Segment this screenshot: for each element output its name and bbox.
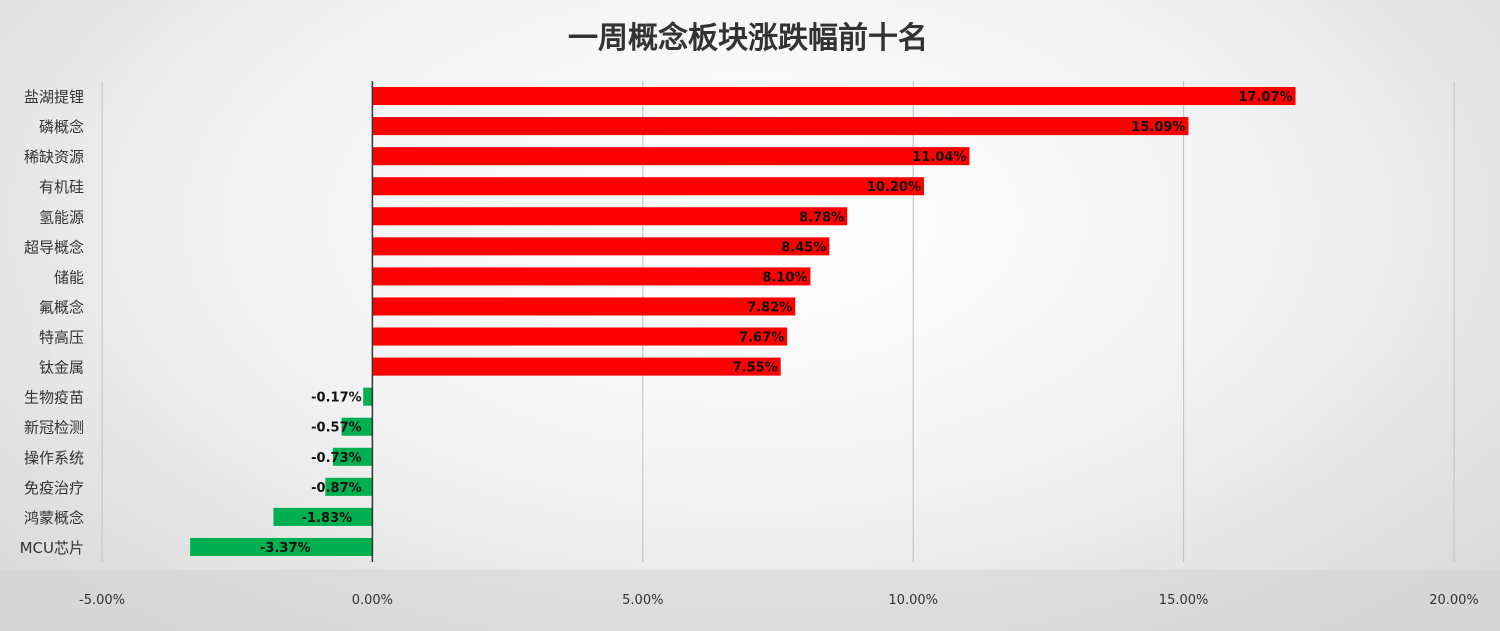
bar bbox=[325, 477, 373, 496]
data-label: 10.20% bbox=[867, 180, 921, 195]
category-label: 鸿蒙概念 bbox=[24, 509, 84, 527]
bar bbox=[332, 447, 373, 466]
data-label: 8.78% bbox=[799, 210, 844, 225]
data-label: -0.57% bbox=[311, 421, 362, 436]
bar bbox=[372, 207, 848, 226]
x-axis-band bbox=[0, 570, 1500, 631]
bar bbox=[372, 297, 796, 316]
category-label: 磷概念 bbox=[39, 118, 84, 136]
category-label: 生物疫苗 bbox=[24, 389, 84, 407]
chart-title: 一周概念板块涨跌幅前十名 bbox=[568, 21, 928, 56]
x-tick-label: 5.00% bbox=[622, 593, 663, 608]
category-label: 氢能源 bbox=[39, 208, 84, 226]
bar bbox=[363, 387, 373, 406]
bars bbox=[190, 81, 1296, 562]
data-label: -0.73% bbox=[311, 451, 362, 466]
category-label: MCU芯片 bbox=[20, 539, 84, 557]
x-tick-label: 20.00% bbox=[1429, 593, 1479, 608]
x-tick-label: 10.00% bbox=[888, 593, 938, 608]
bar bbox=[190, 537, 373, 556]
category-label: 盐湖提锂 bbox=[24, 88, 84, 106]
category-label: 稀缺资源 bbox=[24, 148, 84, 166]
category-label: 氟概念 bbox=[39, 298, 84, 316]
x-tick-label: -5.00% bbox=[79, 593, 125, 608]
bar bbox=[372, 177, 925, 196]
category-label: 有机硅 bbox=[39, 178, 84, 196]
data-label: 8.10% bbox=[762, 270, 807, 285]
data-label: 7.82% bbox=[747, 300, 792, 315]
x-tick-label: 0.00% bbox=[352, 593, 393, 608]
category-label: 超导概念 bbox=[24, 238, 84, 256]
category-label: 新冠检测 bbox=[24, 419, 84, 437]
data-label: -1.83% bbox=[302, 511, 353, 526]
bar bbox=[273, 507, 373, 526]
data-labels: 17.07% 15.09% 11.04% 10.20% 8.78% 8.45% 8.10% 7… bbox=[260, 90, 1293, 556]
x-tick-label: 15.00% bbox=[1159, 593, 1209, 608]
bar bbox=[372, 237, 830, 256]
bar bbox=[372, 327, 788, 346]
data-label: -0.87% bbox=[311, 481, 362, 496]
bar bbox=[372, 87, 1296, 106]
data-label: 15.09% bbox=[1131, 120, 1185, 135]
x-tick-labels: -5.00% 0.00% 5.00% 10.00% 15.00% 20.00% bbox=[79, 593, 1479, 608]
data-label: 7.67% bbox=[739, 331, 784, 346]
category-labels: 盐湖提锂磷概念稀缺资源有机硅氢能源超导概念储能氟概念特高压钛金属生物疫苗新冠检测… bbox=[20, 88, 84, 557]
category-label: 免疫治疗 bbox=[24, 479, 84, 497]
bar bbox=[372, 117, 1189, 136]
data-label: 8.45% bbox=[781, 240, 826, 255]
data-label: -3.37% bbox=[260, 541, 311, 556]
data-label: 7.55% bbox=[733, 361, 778, 376]
bar bbox=[341, 417, 373, 436]
bar bbox=[372, 147, 970, 166]
category-label: 特高压 bbox=[39, 329, 84, 347]
category-label: 钛金属 bbox=[39, 359, 84, 377]
category-label: 储能 bbox=[54, 268, 84, 286]
data-label: 17.07% bbox=[1238, 90, 1292, 105]
category-label: 操作系统 bbox=[24, 449, 84, 467]
bar bbox=[372, 357, 781, 376]
data-label: -0.17% bbox=[311, 391, 362, 406]
bar bbox=[372, 267, 811, 286]
data-label: 11.04% bbox=[912, 150, 966, 165]
